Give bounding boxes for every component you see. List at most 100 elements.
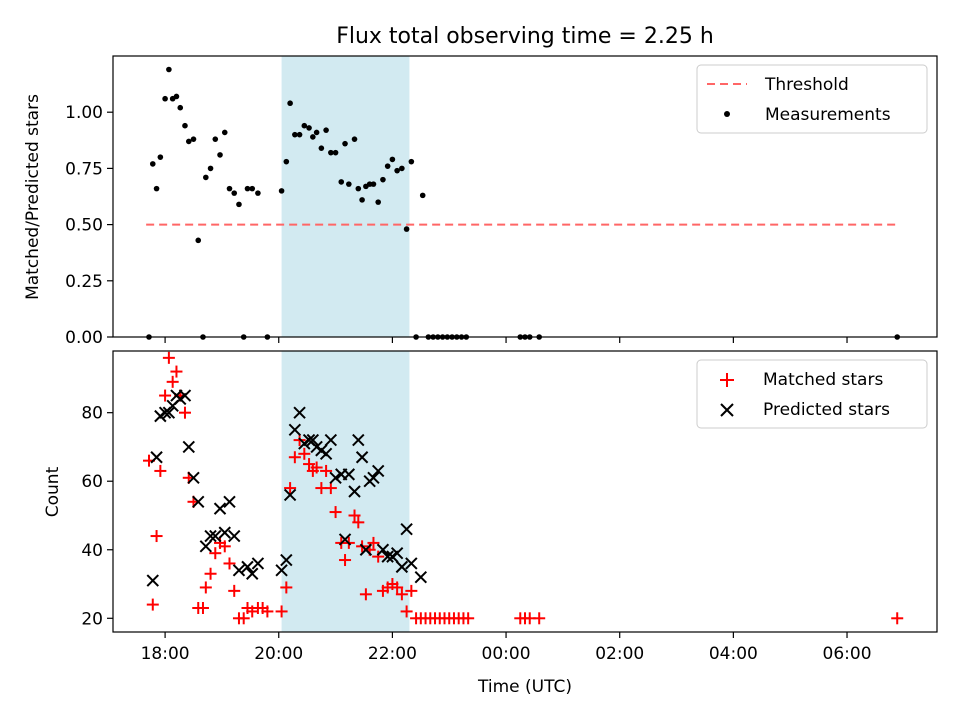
matched-point (329, 506, 342, 519)
matched-point (359, 588, 372, 601)
bottom-y-tick-label: 20 (81, 609, 103, 629)
predicted-point (371, 464, 385, 478)
top-y-tick-label: 0.50 (65, 216, 103, 236)
predicted-point (355, 451, 369, 464)
predicted-point (187, 471, 200, 484)
bottom-x-tick-label: 06:00 (823, 644, 872, 664)
measurement-point (342, 140, 348, 147)
predicted-point (338, 533, 352, 546)
measurement-point (359, 197, 365, 203)
bottom-y-axis: 20 40 60 80 (81, 404, 113, 629)
predicted-point (209, 529, 222, 543)
predicted-point (352, 433, 365, 447)
measurement-point (328, 149, 334, 156)
predicted-point (178, 389, 192, 402)
measurement-point (346, 181, 352, 187)
matched-point (405, 584, 418, 597)
measurement-point (149, 161, 156, 167)
measurement-point (190, 136, 197, 142)
measurement-point (244, 185, 251, 192)
top-y-axis-label: Matched/Predicted stars (23, 94, 43, 300)
predicted-point (283, 488, 297, 502)
bottom-matched-layer (142, 351, 904, 625)
measurement-point (394, 167, 400, 174)
legend-threshold-label: Threshold (764, 75, 849, 95)
top-legend-box (696, 64, 928, 134)
chart-title: Flux total observing time = 2.25 h (336, 24, 714, 49)
bottom-highlight-band-layer (281, 351, 410, 632)
top-y-axis: 0.00 0.25 0.50 0.75 1.00 (65, 103, 113, 348)
bottom-x-tick-label: 00:00 (482, 644, 531, 664)
measurement-point (306, 125, 312, 131)
bottom-x-tick-label: 20:00 (254, 644, 303, 664)
measurement-point (249, 185, 256, 192)
matched-point (146, 598, 159, 611)
measurement-point (217, 152, 223, 158)
matched-point (303, 458, 316, 471)
matched-point (395, 588, 408, 601)
predicted-point (199, 540, 213, 553)
top-plot-frame (112, 55, 938, 338)
top-highlight-band-layer (281, 56, 410, 337)
measurement-point (153, 185, 160, 192)
matched-point (218, 540, 231, 553)
measurement-point (173, 93, 180, 100)
bottom-x-tick-label: 22:00 (368, 644, 417, 664)
top-y-tick-label: 0.25 (65, 272, 103, 292)
predicted-point (319, 447, 333, 461)
bottom-legend-box (696, 359, 928, 429)
predicted-point (306, 433, 320, 447)
predicted-point (381, 550, 394, 563)
measurement-point (255, 190, 261, 196)
measurement-point (177, 104, 184, 111)
matched-point (310, 461, 323, 474)
legend-measurements-swatch (724, 111, 730, 117)
matched-point (348, 509, 361, 522)
measurement-point (166, 66, 172, 73)
legend-matched-label: Matched stars (763, 370, 883, 390)
measurement-point (231, 190, 238, 196)
bottom-x-tick-label: 04:00 (709, 644, 758, 664)
measurement-point (207, 165, 214, 172)
measurement-point (384, 163, 391, 169)
predicted-point (162, 406, 176, 419)
bottom-x-axis-label: Time (UTC) (477, 677, 572, 697)
top-y-tick-label: 1.00 (65, 103, 103, 123)
bottom-predicted-layer (146, 389, 428, 587)
measurement-point (332, 149, 339, 156)
bottom-y-axis-label: Count (43, 466, 63, 517)
measurement-point (287, 100, 293, 107)
predicted-point (395, 560, 409, 574)
top-highlight-band (281, 56, 410, 337)
matched-point (261, 605, 274, 618)
measurement-point (389, 156, 396, 163)
matched-point (237, 612, 250, 625)
predicted-point (275, 564, 288, 577)
measurement-point (338, 179, 345, 185)
matched-point (170, 365, 183, 378)
predicted-point (213, 502, 227, 515)
predicted-point (204, 529, 217, 543)
matched-point (280, 581, 293, 594)
matched-point (199, 581, 212, 594)
bottom-x-tick-label: 18:00 (141, 644, 190, 664)
measurement-point (323, 127, 329, 133)
bottom-plot-frame (112, 350, 938, 633)
measurement-point (408, 158, 415, 165)
measurement-point (301, 122, 308, 129)
measurement-point (182, 122, 188, 129)
matched-point (288, 451, 301, 464)
measurement-point (403, 226, 410, 232)
predicted-point (367, 471, 380, 484)
matched-point (391, 581, 404, 594)
predicted-point (348, 485, 361, 498)
predicted-point (192, 495, 205, 508)
legend-matched-swatch (720, 373, 734, 387)
predicted-point (218, 526, 231, 539)
bottom-highlight-band (281, 351, 410, 632)
matched-point (320, 464, 333, 477)
top-legend: Threshold Measurements (696, 64, 928, 134)
top-y-tick-label: 0.00 (65, 328, 103, 348)
matched-point (367, 536, 380, 549)
